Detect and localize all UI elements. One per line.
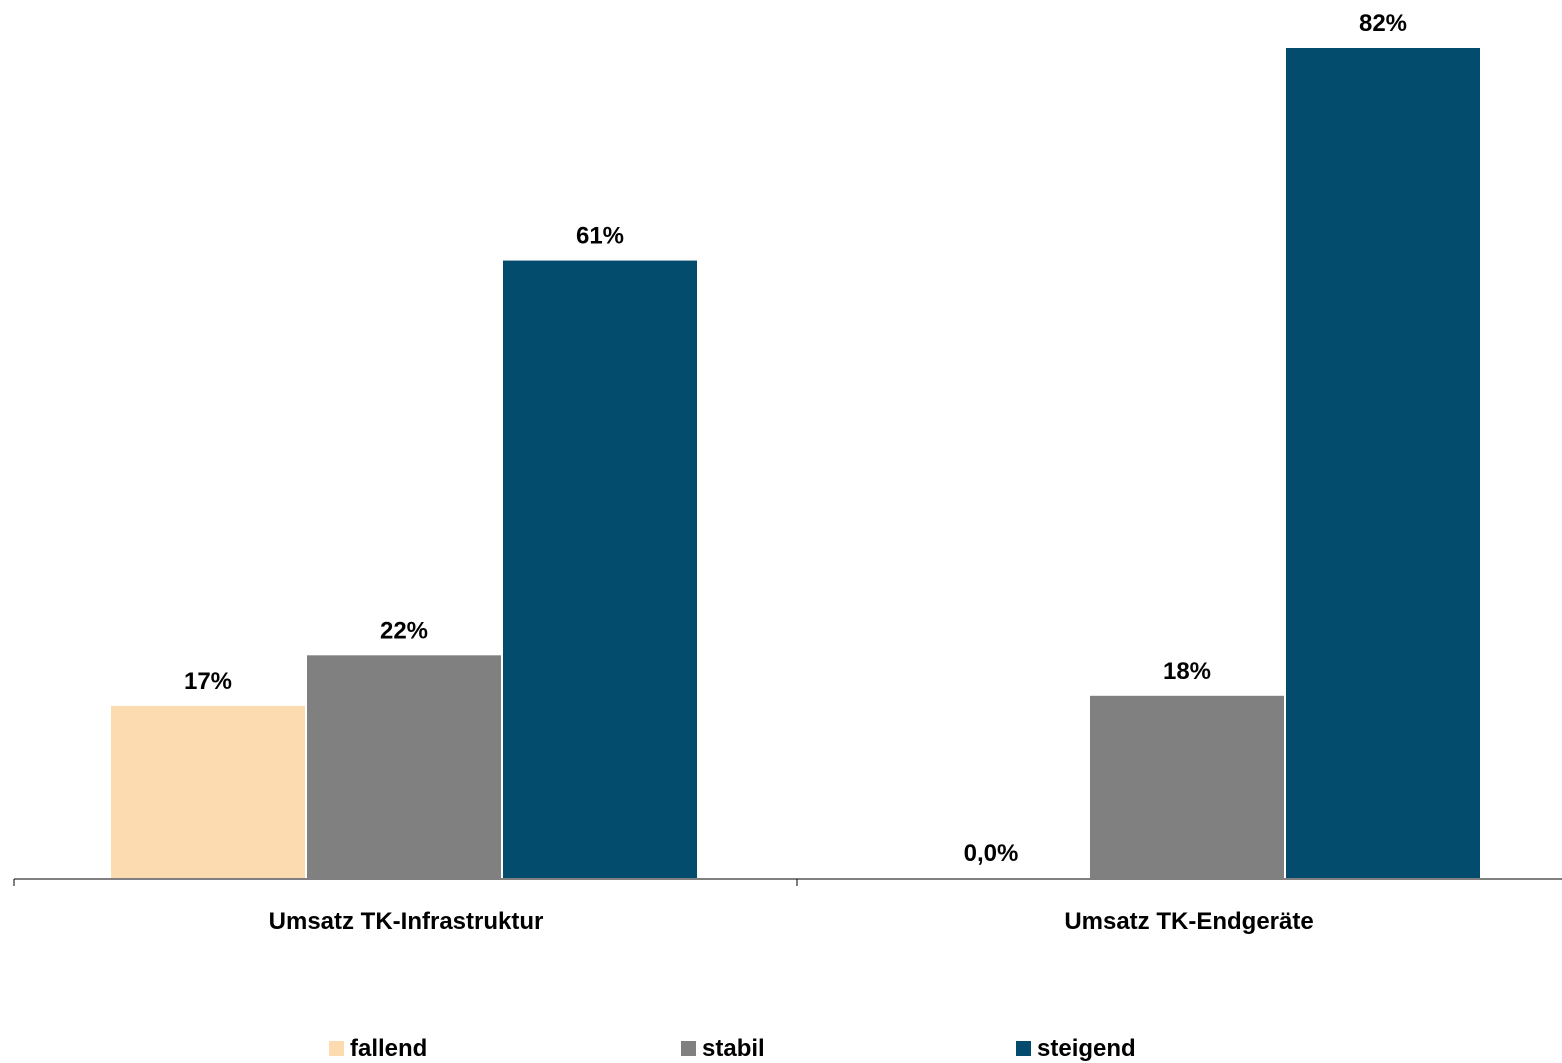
category-label-2: Umsatz TK-Endgeräte: [1064, 908, 1313, 935]
legend-item-steigend: steigend: [1016, 1034, 1136, 1063]
legend-item-stabil: stabil: [681, 1034, 765, 1063]
value-label-steigend-1: 61%: [576, 223, 624, 250]
value-label-fallend-1: 17%: [184, 668, 232, 695]
value-label-stabil-1: 22%: [380, 617, 428, 644]
x-axis-ticks: [13, 879, 798, 886]
legend-label-fallend: fallend: [350, 1034, 428, 1062]
legend-swatch-stabil: [681, 1041, 696, 1056]
value-label-stabil-2: 18%: [1163, 658, 1211, 685]
bar-steigend-2: [1286, 48, 1480, 878]
bar-fallend-1: [111, 705, 305, 878]
bar-steigend-1: [503, 260, 697, 878]
category-labels-group: Umsatz TK-Infrastruktur Umsatz TK-Endgerä…: [269, 908, 1314, 935]
legend-label-stabil: stabil: [702, 1034, 765, 1062]
legend-swatch-fallend: [329, 1041, 344, 1056]
category-label-1: Umsatz TK-Infrastruktur: [269, 908, 544, 935]
bar-chart: 17% 22% 61% 0,0% 18% 82% Umsatz TK-Infrastruk…: [13, 10, 1562, 935]
legend-swatch-steigend: [1016, 1041, 1031, 1056]
legend-label-steigend: steigend: [1037, 1034, 1136, 1062]
bar-stabil-2: [1090, 695, 1284, 878]
bar-stabil-1: [307, 655, 501, 878]
legend: fallend stabil steigend: [0, 1034, 1562, 1063]
value-label-steigend-2: 82%: [1359, 10, 1407, 37]
legend-item-fallend: fallend: [329, 1034, 427, 1063]
value-label-fallend-2: 0,0%: [964, 840, 1019, 867]
bars-group: [111, 48, 1480, 878]
value-labels-group: 17% 22% 61% 0,0% 18% 82%: [184, 10, 1407, 867]
